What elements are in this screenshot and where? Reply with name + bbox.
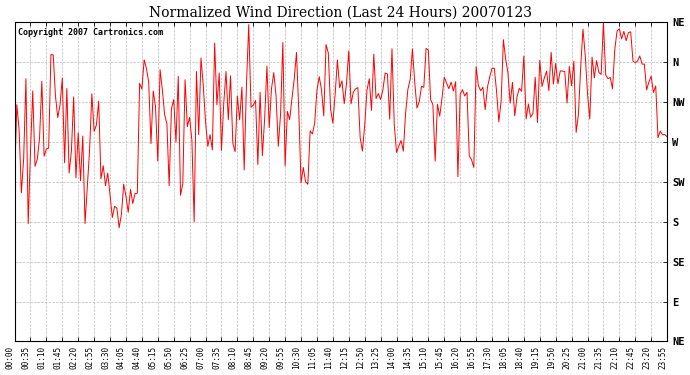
Title: Normalized Wind Direction (Last 24 Hours) 20070123: Normalized Wind Direction (Last 24 Hours… <box>149 6 532 20</box>
Text: Copyright 2007 Cartronics.com: Copyright 2007 Cartronics.com <box>18 28 163 38</box>
